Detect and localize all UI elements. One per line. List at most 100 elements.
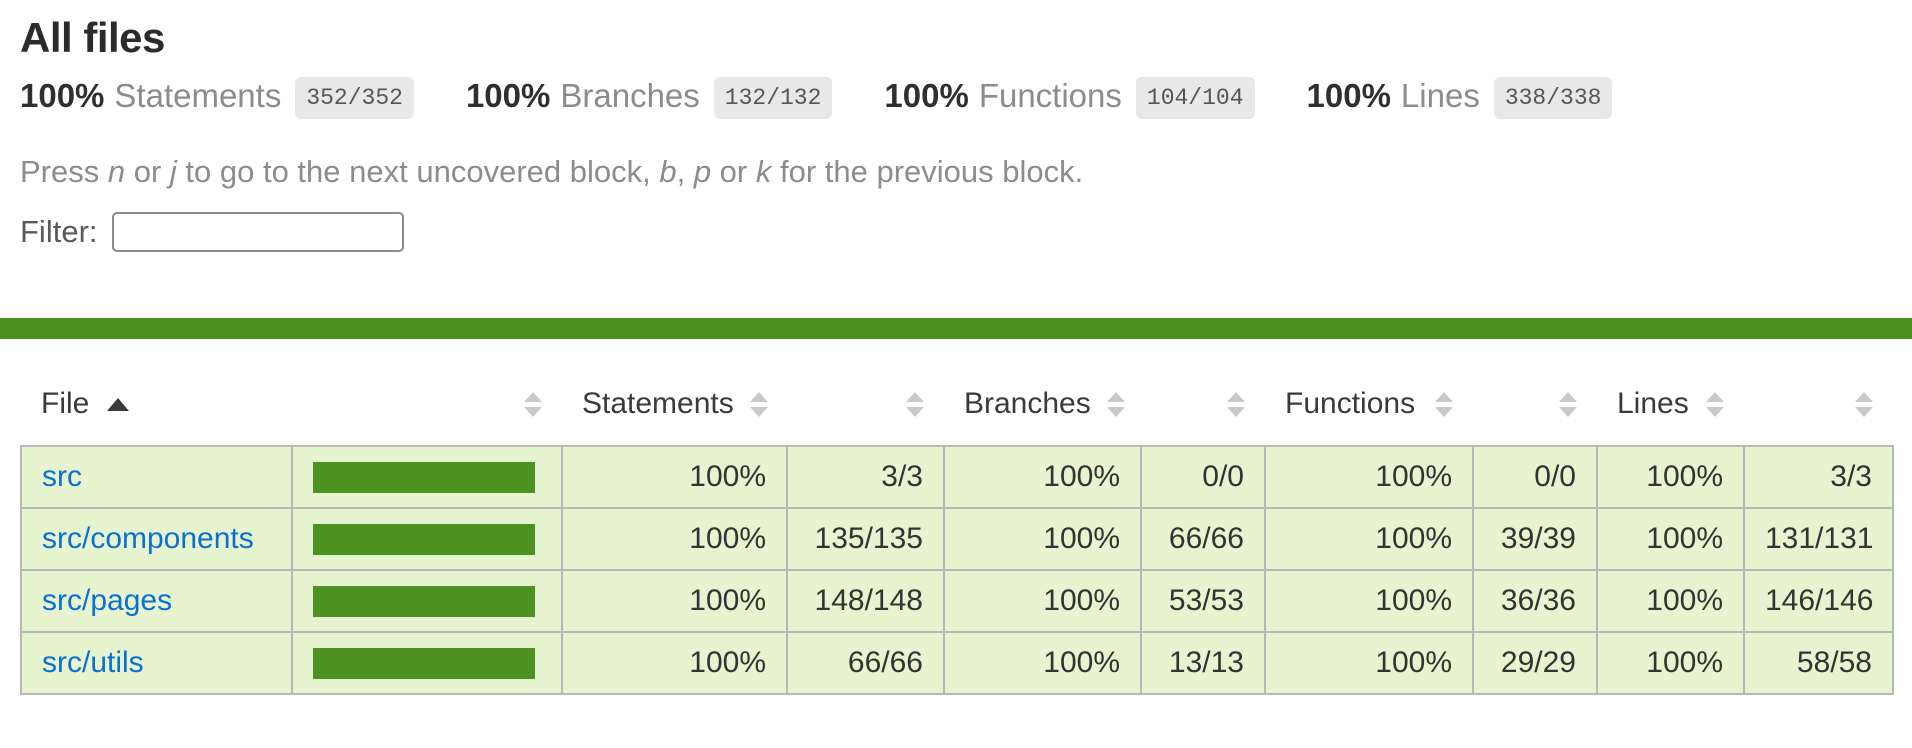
coverage-percent-cell: 100% — [561, 631, 788, 696]
summary-percentage: 100% — [1306, 77, 1391, 114]
coverage-percent-cell: 100% — [1596, 507, 1745, 572]
file-link[interactable]: src/utils — [42, 646, 144, 680]
table-body: src 100% 3/3 100% 0/0 100% 0/0 100% 3/3 src/compo… — [20, 445, 1894, 696]
sort-up-arrow — [749, 391, 768, 402]
sort-ascending-icon[interactable] — [107, 397, 130, 411]
summary-fraction-badge: 338/338 — [1493, 77, 1613, 120]
sort-up-arrow — [1227, 391, 1245, 402]
file-cell: src/utils — [20, 631, 293, 696]
column-header-lines[interactable]: Lines — [1597, 367, 1744, 447]
column-header-inner: File — [41, 387, 272, 421]
coverage-percent-cell: 100% — [1596, 631, 1745, 696]
coverage-percent-cell: 100% — [1264, 507, 1474, 572]
column-header-branches[interactable]: Branches — [944, 367, 1141, 447]
hint-text: , — [676, 154, 694, 190]
shortcut-key: n — [107, 154, 126, 190]
coverage-bar-cell — [291, 445, 563, 510]
table-row: src/components 100% 135/135 100% 66/66 100% 39… — [20, 507, 1894, 572]
sort-toggle-icon[interactable] — [1106, 391, 1125, 417]
sort-up-arrow — [1559, 391, 1577, 402]
coverage-fraction-cell: 58/58 — [1743, 631, 1894, 696]
coverage-fraction-cell: 53/53 — [1140, 569, 1266, 634]
summary-fraction-badge: 104/104 — [1135, 77, 1255, 120]
sort-up-arrow — [1106, 391, 1125, 402]
file-link[interactable]: src/pages — [42, 584, 173, 618]
column-header-abs-7[interactable] — [1473, 367, 1597, 447]
shortcut-key: b — [659, 154, 677, 190]
sort-down-arrow — [524, 406, 542, 417]
summary-percentage: 100% — [465, 77, 551, 114]
summary-metric-label: Branches — [560, 77, 700, 114]
column-header-abs-9[interactable] — [1744, 367, 1893, 447]
sort-down-arrow — [1559, 406, 1577, 417]
coverage-fraction-cell: 3/3 — [786, 445, 945, 510]
column-header-functions[interactable]: Functions — [1265, 367, 1473, 447]
table-row: src 100% 3/3 100% 0/0 100% 0/0 100% 3/3 — [20, 445, 1894, 510]
summary-fraction-badge: 352/352 — [295, 77, 414, 120]
file-link[interactable]: src/components — [42, 522, 254, 556]
coverage-bar-fill — [313, 523, 535, 555]
column-header-file[interactable]: File — [21, 367, 292, 447]
coverage-percent-cell: 100% — [1264, 631, 1474, 696]
column-header-inner — [807, 391, 924, 417]
sort-up-arrow — [906, 391, 924, 402]
file-link[interactable]: src — [42, 460, 82, 494]
sort-toggle-icon[interactable] — [749, 391, 768, 417]
coverage-percent-cell: 100% — [943, 507, 1142, 572]
filter-input[interactable] — [111, 212, 404, 253]
sort-down-arrow — [1435, 406, 1453, 417]
shortcut-key: p — [693, 154, 712, 190]
summary-percentage: 100% — [884, 77, 969, 114]
coverage-percent-cell: 100% — [1596, 569, 1745, 634]
sort-toggle-icon[interactable] — [1435, 391, 1453, 417]
coverage-fraction-cell: 36/36 — [1472, 569, 1598, 634]
sort-toggle-icon[interactable] — [1855, 391, 1873, 417]
coverage-bar-fill — [313, 647, 535, 679]
coverage-bar-chart — [313, 585, 535, 617]
column-header-inner: Functions — [1285, 387, 1453, 421]
filter-row: Filter: — [20, 212, 1892, 253]
column-header-inner: Statements — [582, 387, 768, 421]
sort-toggle-icon[interactable] — [1706, 391, 1724, 417]
sort-toggle-icon[interactable] — [524, 391, 542, 417]
column-header-label: Lines — [1617, 387, 1689, 421]
sort-down-arrow — [1855, 406, 1873, 417]
summary-item-functions: 100% Functions 104/104 — [884, 74, 1255, 120]
sort-toggle-icon[interactable] — [1227, 391, 1245, 417]
file-cell: src — [20, 445, 293, 510]
column-header-inner: Lines — [1617, 387, 1724, 421]
coverage-bar-chart — [313, 523, 535, 555]
coverage-fraction-cell: 131/131 — [1743, 507, 1894, 572]
coverage-bar-fill — [313, 461, 535, 493]
sort-toggle-icon[interactable] — [1559, 391, 1577, 417]
coverage-fraction-cell: 0/0 — [1472, 445, 1598, 510]
column-header-inner: Branches — [964, 387, 1125, 421]
column-header-abs-3[interactable] — [787, 367, 944, 447]
summary-metric-label: Lines — [1400, 77, 1480, 114]
shortcut-key: j — [169, 154, 177, 190]
hint-text: or — [711, 154, 756, 190]
sort-up-arrow — [1435, 391, 1453, 402]
sort-down-arrow — [749, 406, 768, 417]
summary-item-branches: 100% Branches 132/132 — [465, 74, 833, 120]
sort-down-arrow — [1106, 406, 1125, 417]
coverage-fraction-cell: 39/39 — [1472, 507, 1598, 572]
sort-toggle-icon[interactable] — [906, 391, 924, 417]
table-row: src/utils 100% 66/66 100% 13/13 100% 29/29 100%… — [20, 631, 1894, 696]
coverage-table: File Statements Branches Functions Lines src… — [20, 367, 1894, 696]
filter-label: Filter: — [20, 214, 98, 250]
coverage-fraction-cell: 66/66 — [1140, 507, 1266, 572]
coverage-percent-cell: 100% — [561, 569, 788, 634]
column-header-inner — [1161, 391, 1245, 417]
coverage-bar-cell — [291, 569, 563, 634]
coverage-summary-metrics: 100% Statements 352/352 100% Branches 132/132… — [20, 74, 1892, 120]
hint-text: to go to the next uncovered block, — [176, 154, 660, 190]
coverage-percent-cell: 100% — [943, 569, 1142, 634]
column-header-pic-1[interactable] — [292, 367, 562, 447]
column-header-inner — [312, 391, 542, 417]
column-header-abs-5[interactable] — [1141, 367, 1265, 447]
sort-up-arrow — [1706, 391, 1724, 402]
coverage-percent-cell: 100% — [1596, 445, 1745, 510]
file-cell: src/pages — [20, 569, 293, 634]
column-header-statements[interactable]: Statements — [562, 367, 787, 447]
